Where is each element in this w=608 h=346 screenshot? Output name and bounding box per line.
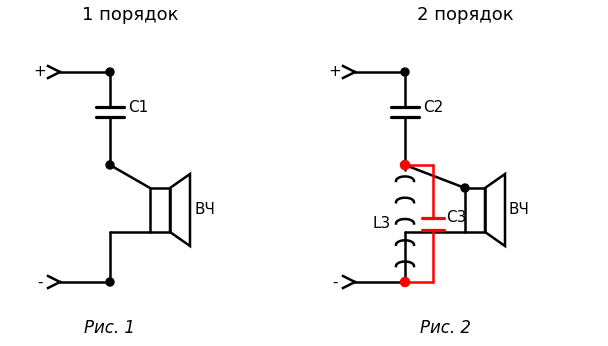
Circle shape: [401, 161, 410, 170]
Circle shape: [461, 184, 469, 192]
Text: L3: L3: [373, 216, 391, 231]
Text: +: +: [329, 64, 341, 80]
Text: ВЧ: ВЧ: [509, 202, 530, 218]
Circle shape: [106, 68, 114, 76]
Text: С1: С1: [128, 100, 148, 115]
Circle shape: [106, 161, 114, 169]
Text: С2: С2: [423, 100, 443, 115]
Text: +: +: [33, 64, 46, 80]
Text: 2 порядок: 2 порядок: [416, 6, 513, 24]
Circle shape: [401, 68, 409, 76]
Circle shape: [401, 161, 409, 169]
Circle shape: [106, 278, 114, 286]
Text: ВЧ: ВЧ: [194, 202, 215, 218]
Circle shape: [401, 277, 410, 286]
Text: С3: С3: [446, 210, 466, 225]
Text: Рис. 2: Рис. 2: [420, 319, 471, 337]
Text: 1 порядок: 1 порядок: [81, 6, 178, 24]
Text: Рис. 1: Рис. 1: [85, 319, 136, 337]
Circle shape: [401, 278, 409, 286]
Text: -: -: [37, 274, 43, 290]
Text: -: -: [332, 274, 338, 290]
